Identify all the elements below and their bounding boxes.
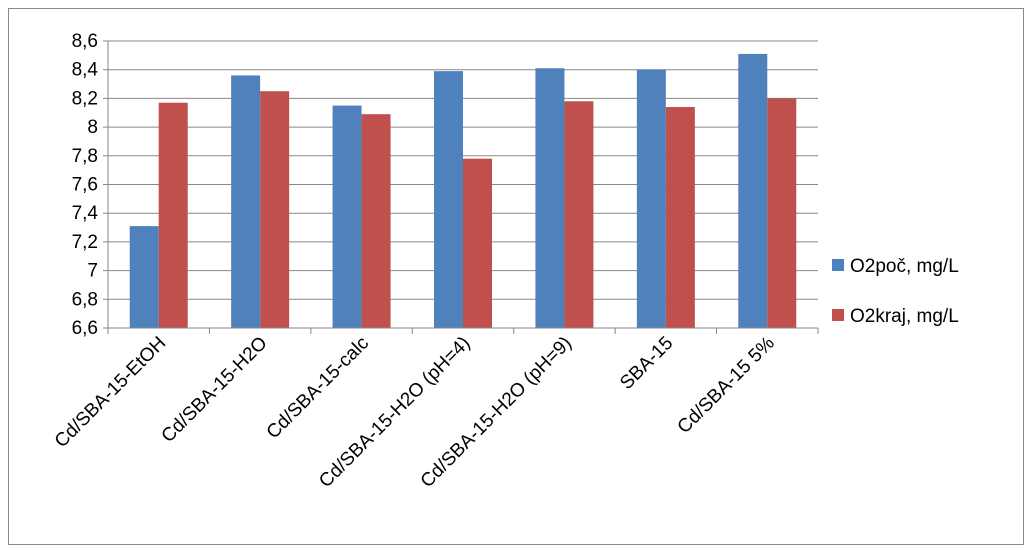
bar-o2poc xyxy=(434,71,463,328)
legend-label: O2kraj, mg/L xyxy=(850,306,959,327)
y-tick-label: 7,8 xyxy=(72,146,98,167)
y-tick-label: 7,4 xyxy=(72,203,99,224)
y-tick-label: 8,4 xyxy=(72,60,99,81)
bar-o2kraj xyxy=(260,91,290,328)
x-category-label: Cd/SBA-15 5% xyxy=(674,333,779,438)
bar-o2poc xyxy=(535,68,565,328)
legend-label: O2poč, mg/L xyxy=(850,256,959,277)
bar-o2poc xyxy=(636,69,666,328)
y-tick-label: 7 xyxy=(87,261,98,282)
y-tick-label: 7,2 xyxy=(72,232,98,253)
y-tick-label: 8 xyxy=(87,117,98,138)
y-tick-label: 6,8 xyxy=(72,289,98,310)
axes xyxy=(103,40,819,334)
bar-o2kraj xyxy=(361,114,391,328)
bar-o2poc xyxy=(738,53,768,328)
y-tick-label: 6,6 xyxy=(72,318,98,339)
bar-o2poc xyxy=(332,105,362,328)
legend: O2poč, mg/L O2kraj, mg/L xyxy=(832,256,959,327)
bar-o2kraj xyxy=(665,107,695,328)
y-tick-label: 8,6 xyxy=(72,31,98,52)
x-category-label: Cd/SBA-15-calc xyxy=(263,333,373,443)
bar-o2poc xyxy=(231,75,261,328)
y-tick-labels: 6,6 6,8 7 7,2 7,4 7,6 7,8 8 8,2 8,4 8,6 xyxy=(72,31,99,339)
bar-o2kraj xyxy=(767,98,797,329)
bar-o2kraj xyxy=(564,101,594,329)
gridlines xyxy=(108,40,818,300)
x-tick-labels: Cd/SBA-15-EtOHCd/SBA-15-H2OCd/SBA-15-cal… xyxy=(51,333,779,492)
bar-o2kraj xyxy=(463,158,492,328)
y-tick-label: 7,6 xyxy=(72,175,98,196)
bars xyxy=(129,53,797,329)
bar-o2kraj xyxy=(158,102,188,328)
x-category-label: SBA-15 xyxy=(616,333,677,394)
y-tick-label: 8,2 xyxy=(72,88,98,109)
x-category-label: Cd/SBA-15-EtOH xyxy=(51,333,170,452)
legend-swatch xyxy=(832,309,844,321)
legend-swatch xyxy=(832,259,844,271)
x-category-label: Cd/SBA-15-H2O xyxy=(158,333,272,447)
bar-o2poc xyxy=(129,226,159,328)
